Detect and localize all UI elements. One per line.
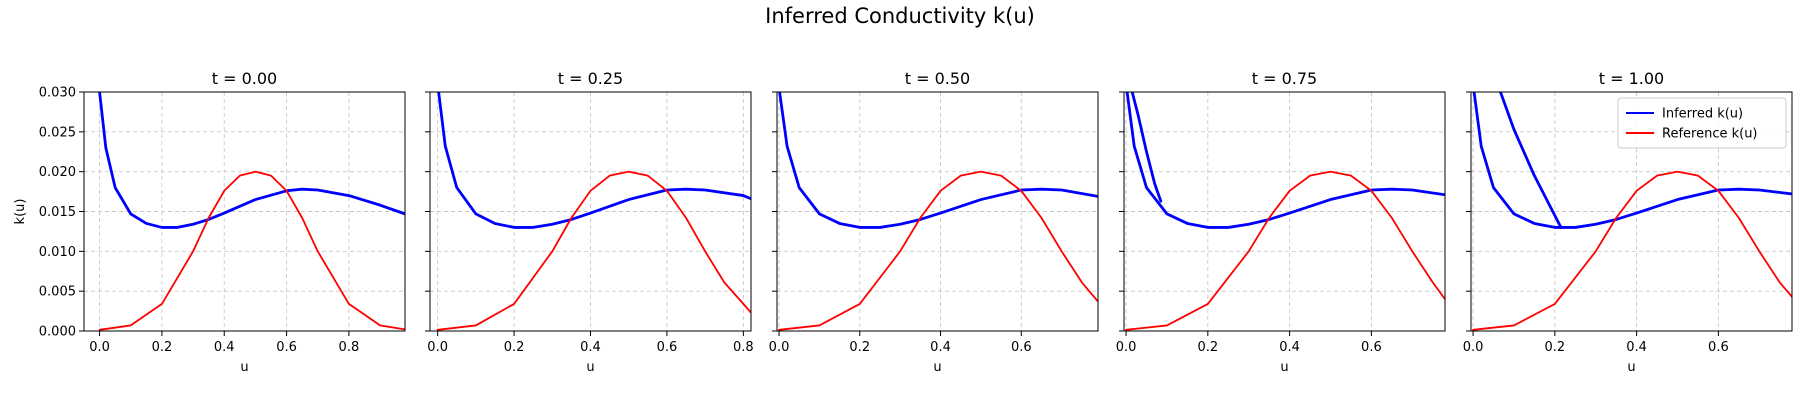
y-tick-label: 0.000 <box>39 325 76 340</box>
reference-series-line <box>98 170 405 331</box>
legend-label: Reference k(u) <box>1662 127 1758 142</box>
y-tick-label: 0.025 <box>39 125 76 140</box>
x-axis-label: u <box>586 360 594 375</box>
x-tick-label: 0.4 <box>1626 340 1647 355</box>
axes-frame <box>429 91 752 332</box>
x-tick-label: 0.6 <box>1708 340 1729 355</box>
reference-series-line <box>1472 170 1792 331</box>
axes-frame <box>1123 91 1446 332</box>
x-axis-label: u <box>240 360 248 375</box>
x-tick-label: 0.2 <box>504 340 525 355</box>
axes-frame <box>1470 91 1793 332</box>
x-tick-label: 0.4 <box>214 340 235 355</box>
x-tick-label: 0.6 <box>1361 340 1382 355</box>
series-group <box>1472 92 1792 331</box>
subplot-title: t = 0.00 <box>212 69 277 88</box>
x-tick-label: 0.2 <box>152 340 173 355</box>
x-tick-label: 0.4 <box>930 340 951 355</box>
x-tick-label: 0.4 <box>1279 340 1300 355</box>
legend-label: Inferred k(u) <box>1662 107 1743 122</box>
inferred-series-line <box>437 92 751 229</box>
inferred-series-line <box>1472 92 1792 229</box>
x-tick-label: 0.6 <box>657 340 678 355</box>
subplot-3: 0.0 0.2 0.4 0.6 t = 0.75 u <box>1116 69 1446 375</box>
subplot-title: t = 0.50 <box>905 69 970 88</box>
x-tick-label: 0.0 <box>1116 340 1137 355</box>
x-axis-label: u <box>1280 360 1288 375</box>
legend: Inferred k(u) Reference k(u) <box>1617 97 1787 149</box>
x-tick-label: 0.2 <box>1544 340 1565 355</box>
x-tick-label: 0.0 <box>427 340 448 355</box>
subplot-2: 0.0 0.2 0.4 0.6 t = 0.50 u <box>769 69 1099 375</box>
x-tick-label: 0.6 <box>1011 340 1032 355</box>
reference-series-line <box>778 170 1098 331</box>
x-tick-label: 0.6 <box>276 340 297 355</box>
y-tick-label: 0.030 <box>39 86 76 101</box>
x-tick-label: 0.8 <box>733 340 754 355</box>
legend-box <box>1617 97 1787 149</box>
inferred-series-line <box>778 92 1098 229</box>
x-tick-label: 0.4 <box>580 340 601 355</box>
y-tick-label: 0.005 <box>39 285 76 300</box>
series-group <box>98 92 405 331</box>
reference-series-line <box>436 170 751 331</box>
y-tick-label: 0.015 <box>39 205 76 220</box>
inferred-series-line <box>1125 92 1445 229</box>
axes-frame <box>83 91 406 332</box>
axes-frame <box>776 91 1099 332</box>
x-tick-label: 0.8 <box>339 340 360 355</box>
subplot-title: t = 1.00 <box>1599 69 1664 88</box>
y-tick-label: 0.020 <box>39 165 76 180</box>
subplot-0: 0.000 0.005 0.010 0.015 0.020 0.025 0.030 0.0 0.… <box>13 69 406 375</box>
reference-series-line <box>1125 170 1445 331</box>
series-group <box>1125 92 1445 331</box>
x-axis-label: u <box>1627 360 1635 375</box>
y-axis-label: k(u) <box>13 199 28 225</box>
series-group <box>778 92 1098 331</box>
figure-title: Inferred Conductivity k(u) <box>765 4 1035 28</box>
x-tick-label: 0.0 <box>89 340 110 355</box>
subplot-title: t = 0.75 <box>1252 69 1317 88</box>
x-tick-label: 0.2 <box>1197 340 1218 355</box>
subplot-1: 0.0 0.2 0.4 0.6 0.8 t = 0.25 u <box>425 69 754 375</box>
y-tick-label: 0.010 <box>39 245 76 260</box>
x-tick-label: 0.0 <box>769 340 790 355</box>
subplot-4: 0.0 0.2 0.4 0.6 t = 1.00 u Inferred k(u) Refere… <box>1463 69 1793 375</box>
inferred-series-line <box>1498 92 1563 229</box>
x-tick-label: 0.0 <box>1463 340 1484 355</box>
inferred-series-line <box>98 92 405 229</box>
subplot-title: t = 0.25 <box>558 69 623 88</box>
inferred-series-line <box>1130 92 1163 203</box>
x-axis-label: u <box>933 360 941 375</box>
x-tick-label: 0.2 <box>849 340 870 355</box>
series-group <box>436 92 751 331</box>
